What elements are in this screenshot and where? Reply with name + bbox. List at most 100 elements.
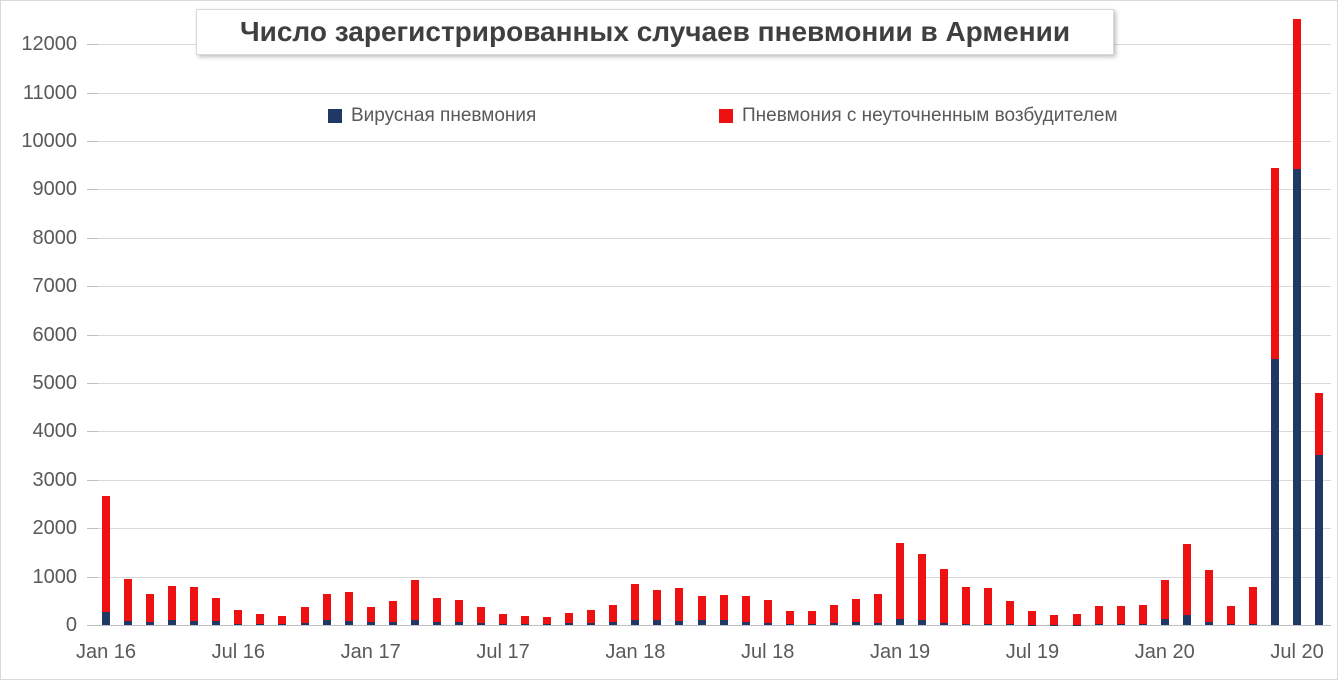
bar-viral-2016-11 [322, 620, 331, 625]
bar-viral-2017-08 [521, 624, 530, 625]
y-axis-tick [87, 189, 98, 191]
y-axis-tick [87, 528, 98, 530]
bar-unspecified-2019-06 [1006, 601, 1015, 625]
bar-unspecified-2017-11 [587, 609, 596, 623]
x-axis-label: Jan 17 [340, 641, 401, 663]
gridline-1000 [98, 576, 1331, 578]
y-axis-tick [87, 576, 98, 578]
bar-viral-2017-06 [476, 622, 485, 625]
y-axis-label: 8000 [32, 226, 78, 249]
bar-unspecified-2017-03 [410, 579, 419, 621]
bar-viral-2019-03 [940, 623, 949, 625]
y-axis-label: 12000 [21, 33, 77, 56]
bar-unspecified-2018-05 [719, 594, 728, 620]
bar-viral-2016-10 [300, 623, 309, 625]
gridline-6000 [98, 334, 1331, 336]
bar-viral-2017-03 [410, 620, 419, 625]
x-axis-label: Jul 18 [741, 641, 795, 663]
y-axis-tick [87, 479, 98, 481]
gridline-0 [98, 625, 1331, 626]
bar-viral-2018-11 [851, 622, 860, 625]
bar-viral-2018-08 [785, 624, 794, 625]
bar-viral-2020-07 [1293, 169, 1302, 625]
gridline-11000 [98, 92, 1331, 94]
bar-viral-2020-06 [1271, 358, 1280, 625]
bar-viral-2020-01 [1160, 618, 1169, 625]
bar-unspecified-2020-05 [1248, 586, 1257, 625]
legend-swatch-viral [328, 109, 342, 123]
y-axis-label: 1000 [32, 565, 78, 588]
bar-unspecified-2020-08 [1315, 393, 1324, 455]
bar-unspecified-2018-03 [675, 587, 684, 621]
bar-unspecified-2018-10 [829, 605, 838, 624]
bar-unspecified-2016-05 [190, 587, 199, 621]
bar-viral-2020-04 [1226, 624, 1235, 625]
gridline-2000 [98, 528, 1331, 530]
bar-viral-2016-05 [190, 620, 199, 625]
legend-entry-unspecified: Пневмония с неуточненным возбудителем [719, 105, 1118, 127]
bar-viral-2017-11 [587, 622, 596, 625]
bar-unspecified-2018-08 [785, 611, 794, 625]
y-axis-tick [87, 625, 98, 626]
bar-viral-2020-02 [1182, 615, 1191, 625]
bar-viral-2016-01 [102, 611, 110, 625]
bar-viral-2017-10 [565, 623, 574, 625]
y-axis-tick [87, 383, 98, 384]
x-axis-label: Jan 20 [1134, 641, 1195, 663]
y-axis-label: 11000 [22, 81, 77, 104]
gridline-9000 [98, 189, 1331, 191]
bar-unspecified-2019-01 [896, 542, 905, 619]
bar-viral-2016-08 [256, 623, 265, 625]
bar-viral-2016-04 [168, 620, 177, 625]
x-axis-label: Jan 16 [75, 641, 137, 663]
bar-viral-2017-07 [499, 623, 508, 625]
legend-entry-viral: Вирусная пневмония [328, 105, 536, 127]
bar-unspecified-2016-02 [124, 579, 133, 622]
bar-viral-2017-05 [454, 621, 463, 625]
bar-viral-2018-05 [719, 619, 728, 625]
bar-unspecified-2017-01 [366, 607, 375, 622]
y-axis-label: 4000 [32, 420, 78, 443]
y-axis-tick [87, 431, 98, 433]
bar-viral-2016-12 [344, 620, 353, 625]
bar-unspecified-2017-04 [432, 597, 441, 622]
y-axis-label: 10000 [21, 130, 77, 152]
bar-unspecified-2018-12 [873, 593, 882, 624]
bar-unspecified-2018-02 [653, 589, 662, 620]
bar-unspecified-2018-09 [807, 611, 816, 625]
bar-unspecified-2018-01 [631, 584, 640, 620]
bar-unspecified-2016-03 [146, 594, 155, 622]
x-axis-label: Jul 19 [1005, 641, 1060, 663]
bar-unspecified-2016-11 [322, 593, 331, 621]
y-axis-label: 0 [65, 614, 77, 636]
bar-viral-2019-02 [918, 620, 927, 625]
chart-title: Число зарегистрированных случаев пневмон… [196, 9, 1114, 55]
bar-viral-2018-04 [697, 620, 706, 625]
bar-viral-2020-05 [1248, 624, 1257, 625]
bar-viral-2019-10 [1094, 624, 1103, 625]
bar-unspecified-2020-02 [1182, 543, 1191, 616]
bar-viral-2018-06 [741, 621, 750, 625]
bar-unspecified-2019-05 [984, 587, 993, 625]
bar-unspecified-2020-04 [1226, 606, 1235, 625]
bar-viral-2019-01 [896, 618, 905, 625]
bar-unspecified-2020-06 [1271, 168, 1280, 359]
bar-viral-2018-12 [873, 623, 882, 625]
gridline-10000 [98, 141, 1331, 142]
bar-unspecified-2017-08 [521, 616, 530, 625]
y-axis-tick [87, 334, 98, 336]
bar-unspecified-2016-12 [344, 592, 353, 621]
gridline-4000 [98, 431, 1331, 433]
y-axis-tick [87, 141, 98, 142]
gridline-7000 [98, 286, 1331, 288]
bar-unspecified-2018-04 [697, 596, 706, 621]
bar-unspecified-2018-06 [741, 595, 750, 622]
bar-viral-2019-12 [1138, 624, 1147, 625]
bar-viral-2019-11 [1116, 624, 1125, 625]
bar-viral-2016-03 [146, 621, 155, 625]
bar-unspecified-2017-06 [476, 607, 485, 623]
bar-unspecified-2016-10 [300, 607, 309, 624]
x-axis-label: Jan 18 [605, 641, 666, 663]
bar-viral-2019-04 [962, 624, 971, 625]
